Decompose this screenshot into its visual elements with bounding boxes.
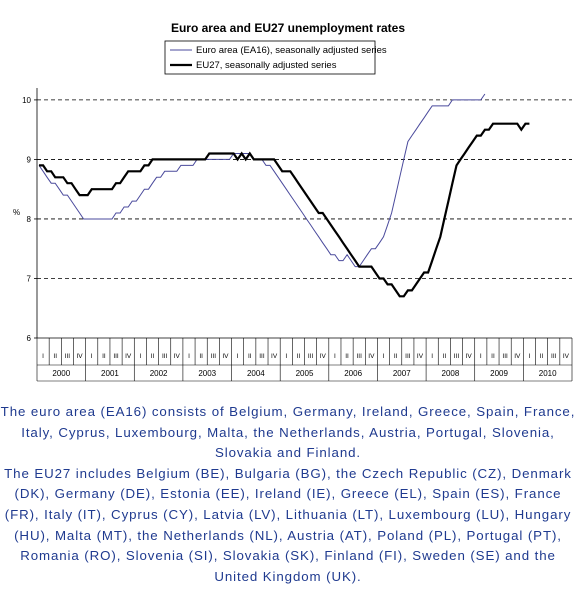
quarter-label: III <box>162 353 168 360</box>
quarter-label: I <box>139 353 141 360</box>
quarter-label: IV <box>514 353 521 360</box>
quarter-label: IV <box>417 353 424 360</box>
quarter-label: IV <box>368 353 375 360</box>
quarter-label: I <box>91 353 93 360</box>
y-tick-label-6: 6 <box>27 334 32 343</box>
quarter-label: I <box>431 353 433 360</box>
quarter-label: III <box>211 353 217 360</box>
year-label-2008: 2008 <box>442 369 460 378</box>
quarter-label: II <box>199 353 203 360</box>
quarter-label: IV <box>466 353 473 360</box>
quarter-label: III <box>65 353 71 360</box>
quarter-label: III <box>259 353 265 360</box>
quarter-label: IV <box>320 353 327 360</box>
y-axis-label: % <box>13 208 20 217</box>
quarter-label: II <box>394 353 398 360</box>
quarter-label: I <box>383 353 385 360</box>
quarter-label: IV <box>76 353 83 360</box>
quarter-label: I <box>480 353 482 360</box>
quarter-label: III <box>405 353 411 360</box>
year-label-2010: 2010 <box>539 369 557 378</box>
quarter-label: II <box>297 353 301 360</box>
quarter-label: II <box>540 353 544 360</box>
year-label-2006: 2006 <box>344 369 362 378</box>
legend-label-eu27: EU27, seasonally adjusted series <box>196 60 337 71</box>
eu27-note: The EU27 includes Belgium (BE), Bulgaria… <box>4 465 572 584</box>
y-tick-label-9: 9 <box>27 155 32 164</box>
quarter-label: IV <box>563 353 570 360</box>
quarter-label: I <box>529 353 531 360</box>
legend-box <box>164 40 376 75</box>
quarter-label: I <box>285 353 287 360</box>
unemployment-chart: Euro area and EU27 unemployment rates Eu… <box>13 21 573 382</box>
quarter-label: I <box>42 353 44 360</box>
quarter-label: IV <box>174 353 181 360</box>
quarter-label: II <box>151 353 155 360</box>
legend-label-ea16: Euro area (EA16), seasonally adjusted se… <box>196 45 387 56</box>
year-label-2003: 2003 <box>198 369 216 378</box>
quarter-label: II <box>248 353 252 360</box>
quarter-label: IV <box>222 353 229 360</box>
year-label-2002: 2002 <box>150 369 168 378</box>
year-label-2007: 2007 <box>393 369 411 378</box>
ea16-note: The euro area (EA16) consists of Belgium… <box>0 404 576 461</box>
quarter-label: I <box>334 353 336 360</box>
series-line-ea16 <box>38 93 486 268</box>
quarter-label: II <box>102 353 106 360</box>
quarter-label: III <box>308 353 314 360</box>
chart-title: Euro area and EU27 unemployment rates <box>171 21 405 35</box>
year-label-2001: 2001 <box>101 369 119 378</box>
year-label-2004: 2004 <box>247 369 265 378</box>
y-tick-labels: 6 7 8 9 10 <box>22 96 31 343</box>
notes-text: The euro area (EA16) consists of Belgium… <box>0 402 576 587</box>
x-axis: I II III IV I II III IV I II III IV I II III IV I II III IV… <box>36 338 573 382</box>
legend: Euro area (EA16), seasonally adjusted se… <box>164 40 387 75</box>
quarter-label: IV <box>271 353 278 360</box>
y-tick-label-7: 7 <box>27 274 32 283</box>
quarter-label: I <box>237 353 239 360</box>
quarter-label: III <box>357 353 363 360</box>
quarter-label: III <box>454 353 460 360</box>
y-tick-label-10: 10 <box>22 96 31 105</box>
year-label-2005: 2005 <box>296 369 314 378</box>
year-label-2009: 2009 <box>490 369 508 378</box>
quarter-label: II <box>53 353 57 360</box>
series-lines <box>38 93 530 298</box>
quarter-label: III <box>113 353 119 360</box>
year-label-2000: 2000 <box>52 369 70 378</box>
series-line-eu27 <box>39 122 530 298</box>
quarter-label: II <box>443 353 447 360</box>
quarter-label: II <box>491 353 495 360</box>
quarter-label: III <box>551 353 557 360</box>
quarter-label: III <box>502 353 508 360</box>
quarter-label: I <box>188 353 190 360</box>
y-tick-label-8: 8 <box>27 215 32 224</box>
quarter-label: IV <box>125 353 132 360</box>
quarter-label: II <box>345 353 349 360</box>
